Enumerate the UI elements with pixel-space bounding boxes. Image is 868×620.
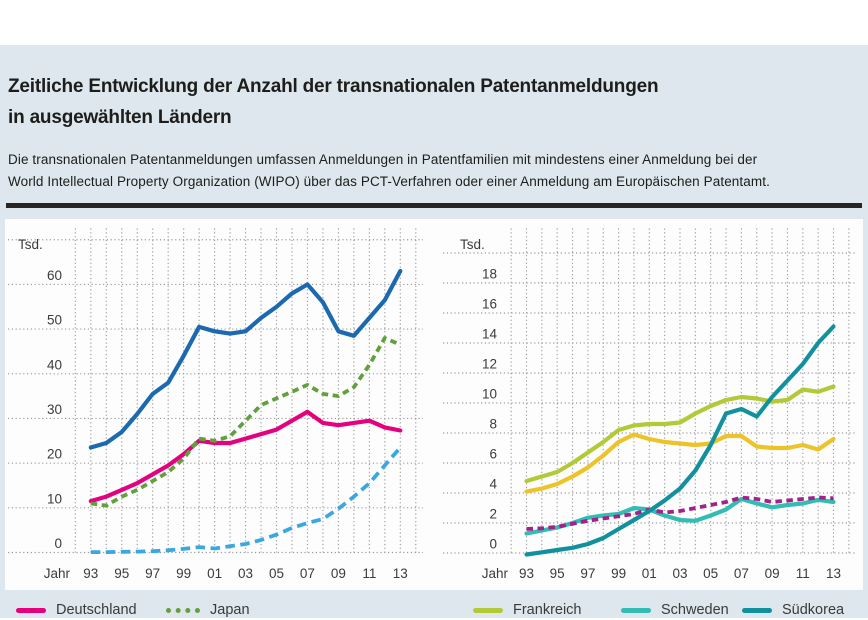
y-tick-label: 20 bbox=[47, 447, 62, 462]
y-axis-unit-label: Tsd. bbox=[460, 237, 485, 252]
x-tick-label: 95 bbox=[114, 566, 129, 581]
series-line-hellblau bbox=[90, 446, 402, 554]
chart-description-line1: Die transnationalen Patentanmeldungen um… bbox=[8, 152, 758, 167]
x-tick-label: 05 bbox=[703, 566, 718, 581]
legend-item-deutschland: Deutschland bbox=[16, 602, 137, 618]
x-tick-label: 01 bbox=[207, 566, 222, 581]
x-tick-label: 95 bbox=[550, 566, 565, 581]
y-tick-label: 18 bbox=[482, 267, 497, 282]
chart-title-line1: Zeitliche Entwicklung der Anzahl der tra… bbox=[8, 76, 659, 97]
x-tick-label: 05 bbox=[269, 566, 284, 581]
x-tick-label: 09 bbox=[765, 566, 780, 581]
y-tick-label: 60 bbox=[47, 268, 62, 283]
y-tick-label: 0 bbox=[54, 536, 62, 551]
y-tick-label: 30 bbox=[47, 402, 62, 417]
legend-swatch bbox=[621, 607, 651, 613]
legend-label: Japan bbox=[210, 602, 250, 618]
x-tick-label: 13 bbox=[393, 566, 408, 581]
y-tick-label: 50 bbox=[47, 313, 62, 328]
series-line-violett bbox=[526, 495, 834, 531]
legend-item-südkorea: Südkorea bbox=[742, 602, 844, 618]
x-tick-label: 93 bbox=[83, 566, 98, 581]
chart-description: Die transnationalen Patentanmeldungen um… bbox=[8, 149, 848, 193]
legend-label: Südkorea bbox=[782, 602, 845, 618]
legend-swatch bbox=[16, 607, 46, 613]
y-tick-label: 4 bbox=[489, 477, 497, 492]
y-tick-label: 14 bbox=[482, 327, 498, 342]
x-tick-label: 03 bbox=[238, 566, 253, 581]
y-tick-label: 16 bbox=[482, 297, 497, 312]
legend-item-frankreich: Frankreich bbox=[473, 602, 582, 618]
chart-description-line2: World Intellectual Property Organization… bbox=[8, 174, 770, 189]
y-tick-label: 0 bbox=[489, 537, 497, 552]
x-axis-label: Jahr bbox=[482, 566, 509, 581]
series-line-Frankreich bbox=[524, 384, 836, 484]
legend-item-schweden: Schweden bbox=[621, 602, 729, 618]
left-line-chart: Tsd. 0 10 20 30 40 50 60 Jahr 93 95 97 99 01 03 05 07 09 1… bbox=[8, 228, 423, 581]
y-tick-label: 40 bbox=[47, 357, 62, 372]
x-tick-label: 13 bbox=[826, 566, 841, 581]
series-line-blau bbox=[88, 268, 403, 450]
series-line-Südkorea bbox=[524, 324, 836, 557]
legend-swatch bbox=[166, 607, 200, 613]
x-tick-label: 07 bbox=[734, 566, 749, 581]
x-tick-label: 93 bbox=[519, 566, 534, 581]
x-tick-label: 09 bbox=[331, 566, 346, 581]
series-line-Japan bbox=[90, 336, 402, 508]
x-tick-label: 07 bbox=[300, 566, 315, 581]
x-tick-label: 99 bbox=[176, 566, 191, 581]
x-tick-label: 03 bbox=[672, 566, 687, 581]
y-tick-label: 6 bbox=[489, 447, 497, 462]
series-line-Schweden bbox=[524, 496, 836, 536]
series-line-Deutschland bbox=[88, 409, 403, 504]
chart-title: Zeitliche Entwicklung der Anzahl der tra… bbox=[8, 71, 828, 133]
x-tick-label: 11 bbox=[796, 566, 810, 581]
legend-label: Deutschland bbox=[56, 602, 137, 618]
right-line-chart: Tsd. 0 2 4 6 8 10 12 14 16 18 Jahr 93 95 97 99 01 03 05 07 0… bbox=[443, 228, 857, 581]
x-tick-label: 01 bbox=[642, 566, 657, 581]
y-tick-label: 10 bbox=[47, 491, 62, 506]
y-tick-label: 12 bbox=[482, 357, 497, 372]
chart-title-line2: in ausgewählten Ländern bbox=[8, 107, 232, 128]
y-tick-label: 2 bbox=[489, 507, 497, 522]
gridlines bbox=[8, 228, 423, 554]
series-line-gelb bbox=[524, 432, 836, 494]
legend-item-japan: Japan bbox=[166, 602, 250, 618]
y-tick-label: 8 bbox=[489, 417, 497, 432]
divider-rule bbox=[6, 203, 862, 208]
x-tick-label: 97 bbox=[580, 566, 595, 581]
x-tick-label: 11 bbox=[362, 566, 376, 581]
x-axis-label: Jahr bbox=[44, 566, 71, 581]
legend-label: Schweden bbox=[661, 602, 729, 618]
legend-swatch bbox=[473, 607, 503, 613]
legend-swatch bbox=[742, 607, 772, 613]
chart-legend: Deutschland Japan Frankreich Schweden Südkor… bbox=[0, 602, 868, 618]
y-tick-label: 10 bbox=[482, 387, 497, 402]
legend-label: Frankreich bbox=[513, 602, 582, 618]
y-axis-unit-label: Tsd. bbox=[18, 237, 43, 252]
x-tick-label: 99 bbox=[611, 566, 626, 581]
x-tick-label: 97 bbox=[145, 566, 160, 581]
